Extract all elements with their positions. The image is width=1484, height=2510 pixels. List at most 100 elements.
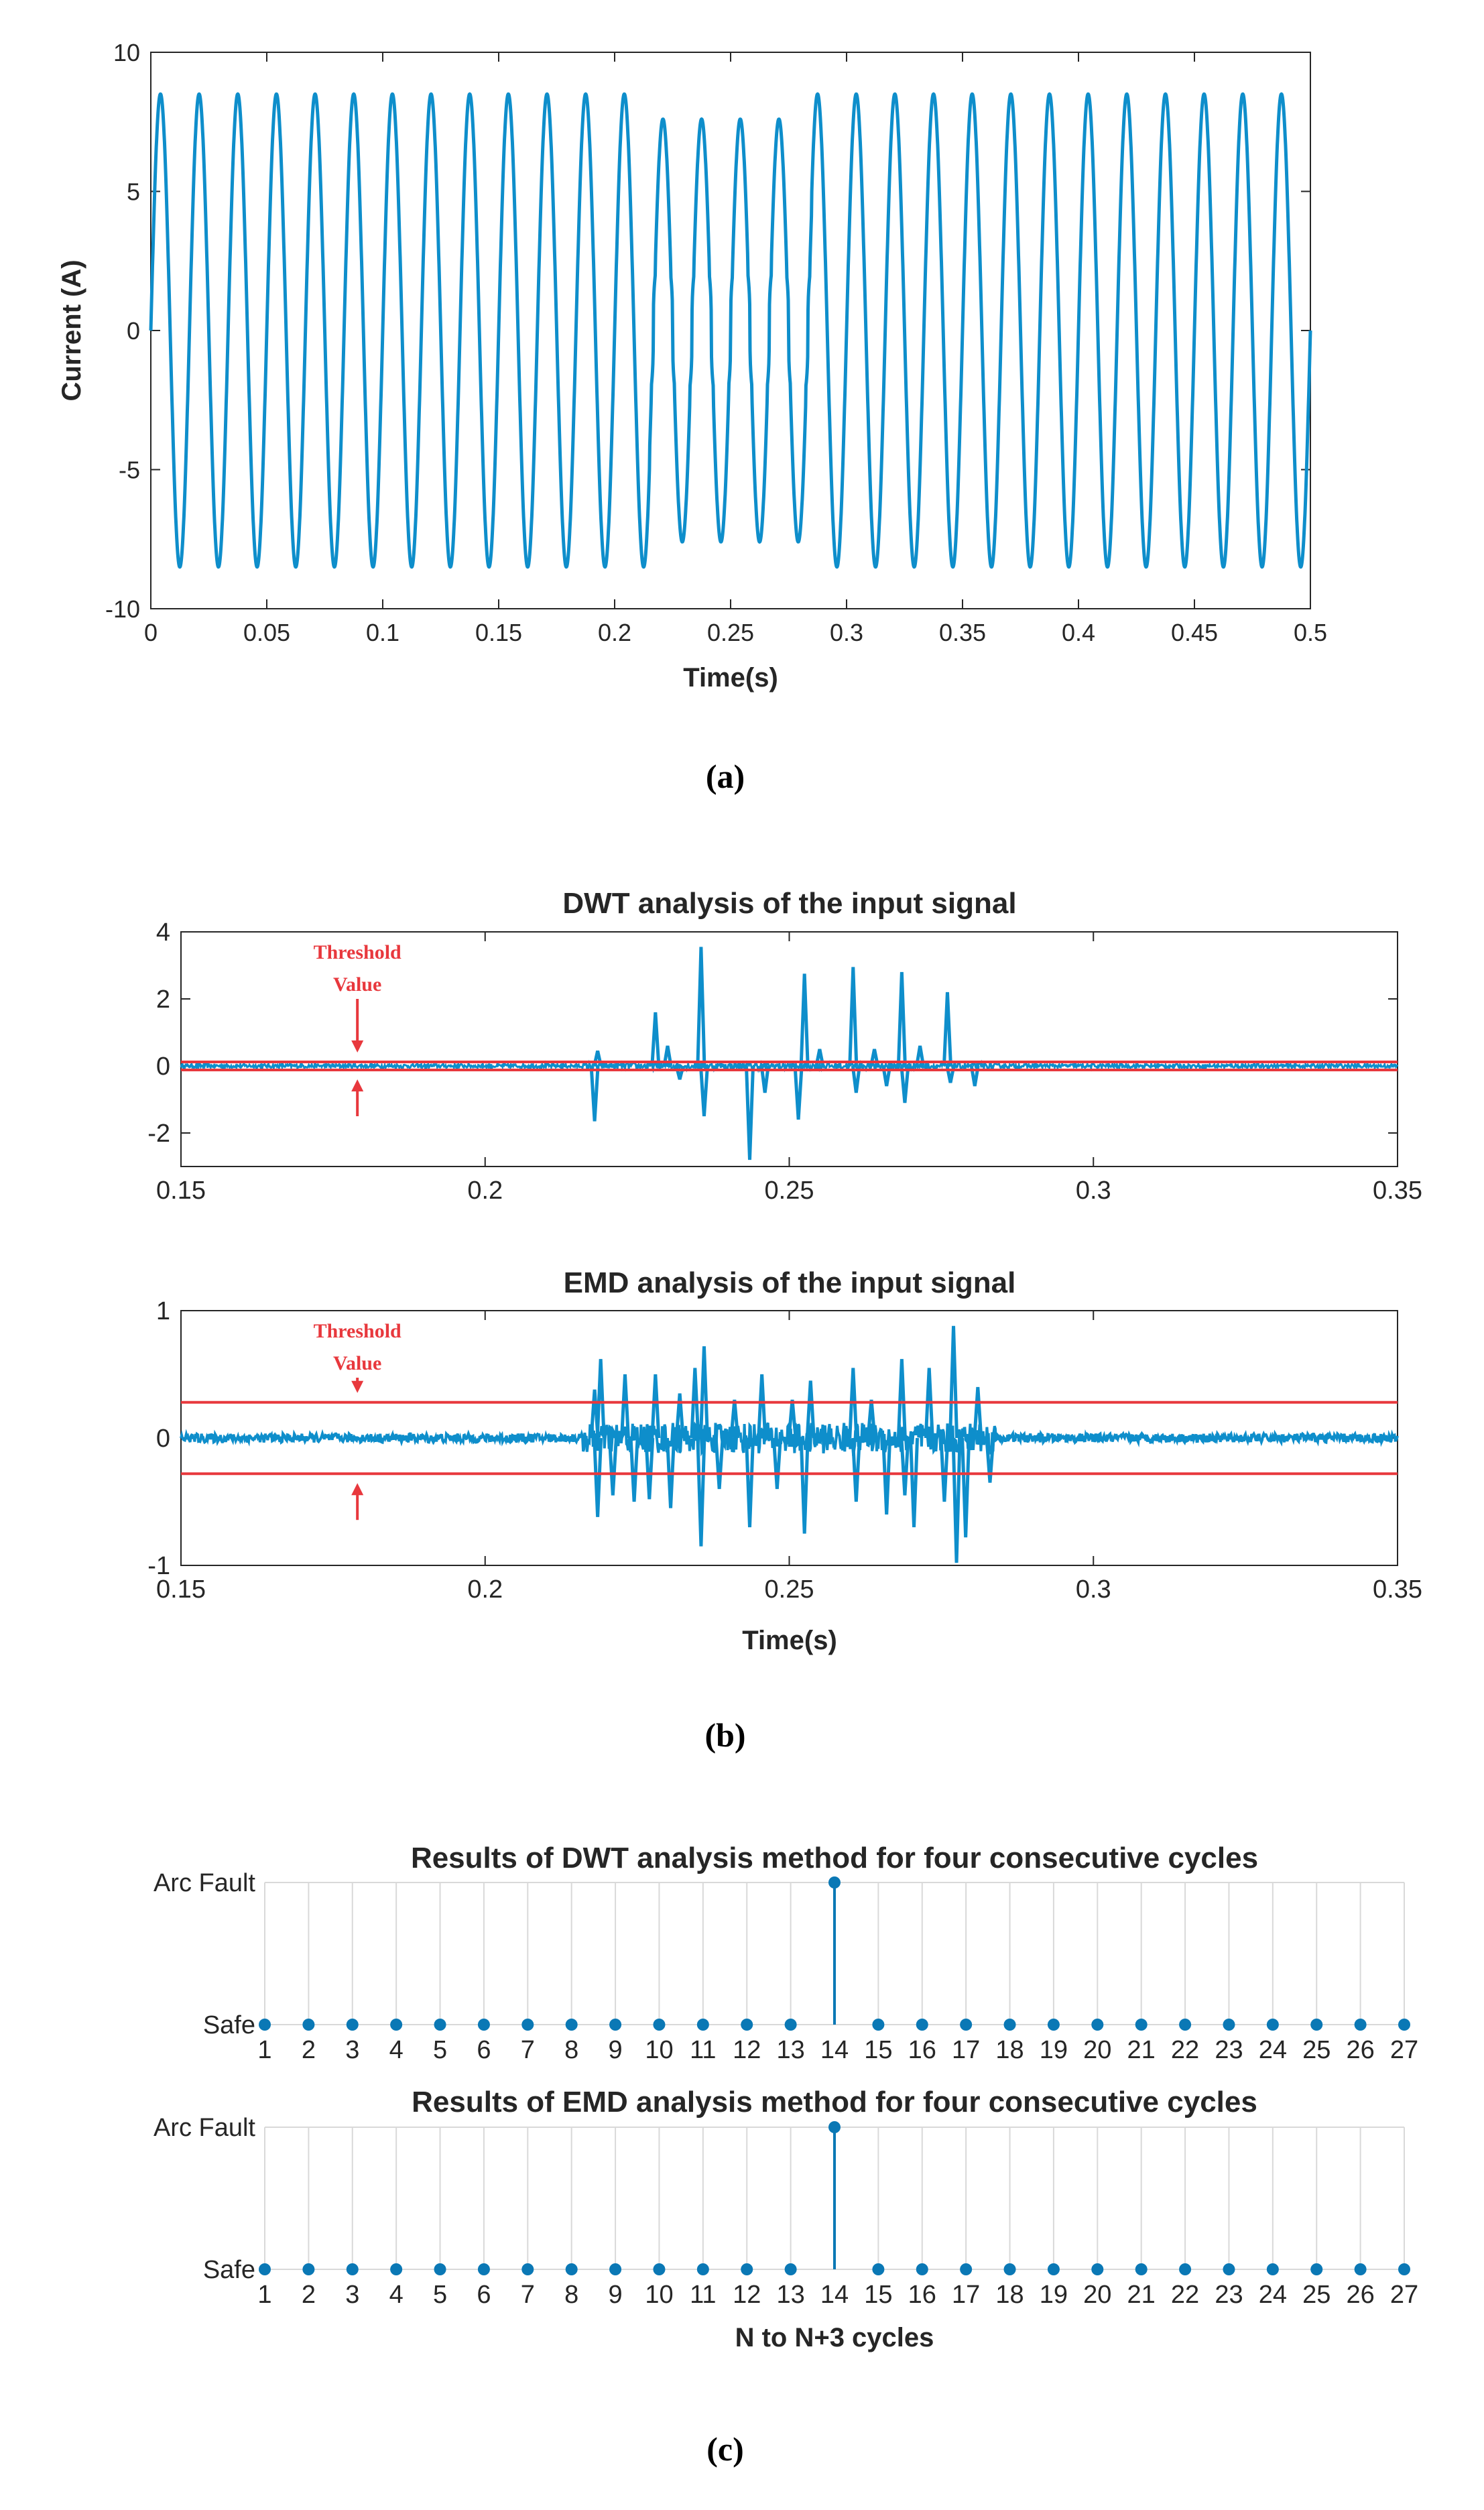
y-tick-label-arc-fault: Arc Fault bbox=[153, 2114, 255, 2142]
signal-spike bbox=[729, 1399, 740, 1439]
x-tick-label: 2 bbox=[302, 2281, 316, 2309]
x-tick-label: 15 bbox=[864, 2036, 892, 2064]
y-tick-label: 0 bbox=[127, 317, 140, 345]
stem-marker bbox=[741, 2263, 753, 2275]
x-tick-label: 26 bbox=[1346, 2281, 1374, 2309]
x-tick-label: 25 bbox=[1302, 2036, 1331, 2064]
stem-marker bbox=[1398, 2019, 1410, 2031]
signal-spike bbox=[757, 1374, 767, 1439]
stem-marker bbox=[960, 2019, 973, 2031]
signal-spike bbox=[650, 1012, 661, 1067]
x-tick-label: 0.15 bbox=[475, 619, 522, 646]
caption-c: (c) bbox=[706, 2430, 744, 2468]
y-tick-label: 10 bbox=[113, 39, 140, 66]
x-tick-label: 26 bbox=[1346, 2036, 1374, 2064]
y-tick-label: 5 bbox=[127, 178, 140, 206]
signal-spike bbox=[745, 1437, 755, 1528]
stem-marker bbox=[1003, 2263, 1016, 2275]
x-tick-label: 17 bbox=[952, 2036, 980, 2064]
emd-results-panel: 1 2 3 4 5 6 7 8 9 10 11 12 13 14 15 16 17 18 19 20 21 22 23 24 2… bbox=[153, 2086, 1418, 2468]
signal-spike bbox=[909, 1437, 920, 1528]
x-tick-label: 0.2 bbox=[598, 619, 631, 646]
arrow-head-up bbox=[351, 1483, 364, 1496]
stem-marker bbox=[1179, 2019, 1192, 2031]
signal-spike bbox=[915, 1045, 926, 1067]
signal-spike bbox=[698, 1065, 709, 1117]
stem-marker bbox=[1047, 2019, 1060, 2031]
signal-spike bbox=[714, 1437, 725, 1490]
stem-marker bbox=[1354, 2019, 1367, 2031]
dwt-baseline-noise bbox=[180, 1059, 1399, 1073]
x-tick-label: 27 bbox=[1390, 2036, 1418, 2064]
title-b2: EMD analysis of the input signal bbox=[564, 1266, 1016, 1299]
emd-result-stems bbox=[259, 2121, 1410, 2275]
x-tick-label: 17 bbox=[952, 2281, 980, 2309]
x-tick-label: 6 bbox=[477, 2281, 491, 2309]
stem-marker bbox=[1310, 2263, 1323, 2275]
dwt-spikes bbox=[589, 947, 980, 1160]
signal-spike bbox=[924, 1368, 934, 1439]
title-b1: DWT analysis of the input signal bbox=[562, 887, 1016, 920]
signal-spike bbox=[629, 1437, 639, 1502]
signal-spike bbox=[771, 1437, 782, 1490]
signal-spike bbox=[698, 1346, 709, 1439]
x-tick-label: 10 bbox=[645, 2281, 673, 2309]
xlabel-c2: N to N+3 cycles bbox=[735, 2323, 934, 2352]
x-tick-label: 0.25 bbox=[765, 1177, 814, 1205]
signal-spike bbox=[607, 1437, 618, 1496]
x-tick-label: 4 bbox=[389, 2036, 404, 2064]
x-tick-label: 0.35 bbox=[1373, 1575, 1422, 1604]
signal-spike bbox=[662, 1045, 673, 1067]
signal-spike bbox=[985, 1437, 995, 1483]
x-tick-label: 9 bbox=[609, 2036, 623, 2064]
signal-spike bbox=[948, 1325, 959, 1439]
emd-spikes bbox=[589, 1325, 995, 1563]
x-tick-label: 0.35 bbox=[1373, 1177, 1422, 1205]
x-tick-label: 0.4 bbox=[1062, 619, 1095, 646]
stem-marker bbox=[434, 2263, 446, 2275]
stem-marker bbox=[828, 2121, 841, 2133]
x-tick-label: 18 bbox=[995, 2036, 1024, 2064]
y-tick-label: -5 bbox=[119, 457, 140, 484]
x-tick-label: 3 bbox=[345, 2281, 359, 2309]
x-tick-label: 0.35 bbox=[939, 619, 986, 646]
stem-marker bbox=[653, 2263, 666, 2275]
stem-marker bbox=[609, 2019, 622, 2031]
axis-ticks-a: 0 0.05 0.1 0.15 0.2 0.25 0.3 0.35 0.4 0.45 0.5 10 5 0… bbox=[105, 39, 1327, 646]
x-tick-label: 0.15 bbox=[156, 1177, 206, 1205]
x-tick-label: 0.3 bbox=[1076, 1177, 1111, 1205]
x-tick-label: 13 bbox=[776, 2036, 804, 2064]
signal-spike bbox=[690, 1368, 700, 1439]
signal-spike bbox=[945, 1065, 956, 1083]
stem-marker bbox=[259, 2263, 271, 2275]
threshold-label-b2-line2: Value bbox=[333, 1352, 381, 1374]
x-tick-label: 0 bbox=[144, 619, 158, 646]
stem-marker bbox=[1398, 2263, 1410, 2275]
stem-marker bbox=[521, 2019, 534, 2031]
x-tick-label: 19 bbox=[1040, 2281, 1068, 2309]
stem-marker bbox=[784, 2019, 797, 2031]
signal-spike bbox=[881, 1065, 892, 1087]
stem-marker bbox=[434, 2019, 446, 2031]
caption-b: (b) bbox=[704, 1716, 745, 1754]
x-tick-label: 8 bbox=[564, 2036, 578, 2064]
signal-spike bbox=[866, 1399, 877, 1439]
signal-spike bbox=[851, 1437, 861, 1502]
x-tick-label: 6 bbox=[477, 2036, 491, 2064]
title-c2: Results of EMD analysis method for four … bbox=[412, 2086, 1257, 2118]
x-tick-label: 23 bbox=[1215, 2036, 1243, 2064]
x-tick-label: 1 bbox=[257, 2036, 271, 2064]
stem-marker bbox=[259, 2019, 271, 2031]
y-tick-label-safe: Safe bbox=[203, 2256, 255, 2284]
y-tick-label-safe: Safe bbox=[203, 2011, 255, 2039]
stem-marker bbox=[477, 2263, 490, 2275]
stem-marker bbox=[916, 2263, 928, 2275]
signal-spike bbox=[799, 973, 810, 1067]
stem-marker bbox=[784, 2263, 797, 2275]
x-tick-label: 0.15 bbox=[156, 1575, 206, 1604]
threshold-label-b2: Threshold bbox=[314, 1320, 401, 1342]
threshold-arrows-b1 bbox=[351, 999, 364, 1116]
x-tick-label: 0.2 bbox=[467, 1177, 503, 1205]
y-tick-label: 0 bbox=[156, 1053, 170, 1081]
stem-marker bbox=[916, 2019, 928, 2031]
